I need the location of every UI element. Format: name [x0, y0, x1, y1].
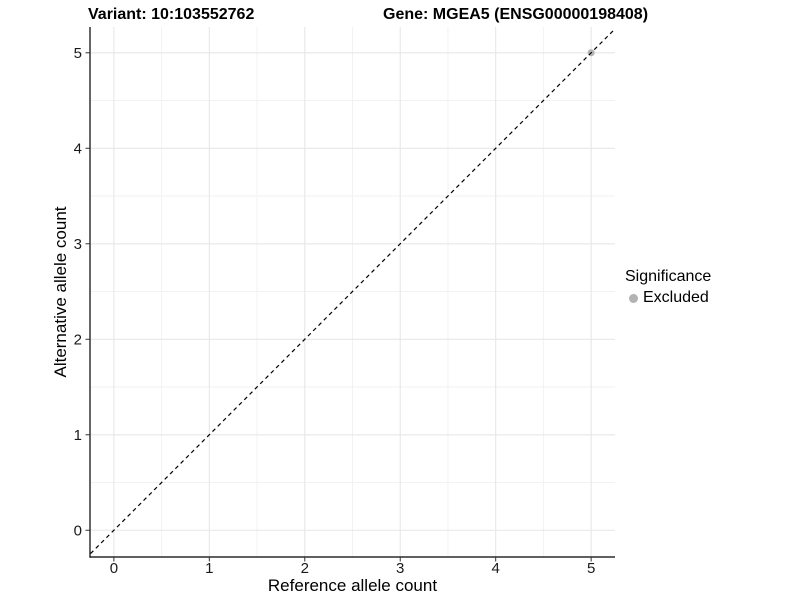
- variant-title: Variant: 10:103552762: [88, 6, 255, 23]
- y-axis-title: Alternative allele count: [51, 206, 70, 378]
- x-tick-label: 5: [587, 560, 595, 577]
- gene-title: Gene: MGEA5 (ENSG00000198408): [383, 6, 649, 23]
- y-tick-label: 5: [74, 45, 82, 62]
- identity-line: [90, 28, 615, 555]
- y-tick-label: 3: [74, 236, 82, 253]
- x-tick-label: 2: [301, 560, 309, 577]
- y-tick-label: 4: [74, 140, 82, 157]
- legend-title: Significance: [625, 268, 712, 285]
- legend-item-excluded: Excluded: [629, 289, 711, 307]
- y-tick-label: 0: [74, 522, 82, 539]
- x-axis-title: Reference allele count: [267, 576, 438, 595]
- excluded-point-icon: [629, 293, 638, 303]
- x-tick-label: 3: [396, 560, 404, 577]
- x-tick-label: 4: [492, 560, 500, 577]
- y-tick-label: 1: [74, 427, 82, 444]
- legend-item-label: Excluded: [643, 289, 709, 306]
- x-tick-label: 1: [205, 560, 213, 577]
- legend: Significance Excluded: [625, 268, 711, 307]
- x-tick-label: 0: [110, 560, 118, 577]
- y-tick-label: 2: [74, 331, 82, 348]
